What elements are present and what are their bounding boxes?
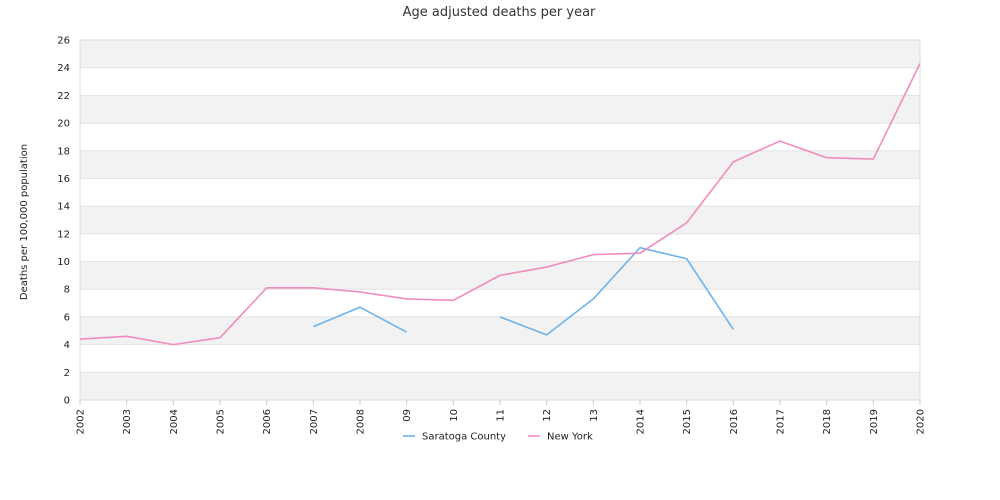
x-tick-label: 12 [542,409,553,422]
grid-band [80,40,920,68]
x-tick-label: 2008 [356,409,367,434]
x-tick-label: 2005 [216,409,227,434]
x-tick-label: 2019 [869,409,880,434]
series-2 [79,63,921,346]
legend-label: New York [547,432,593,443]
grid-band [80,95,920,124]
legend: Saratoga County New York [403,432,593,443]
x-tick-label: 2015 [682,409,693,434]
x-tick-label: 2018 [822,409,833,434]
grid-band [80,206,920,234]
y-tick-label: 0 [64,396,70,407]
y-tick-label: 2 [64,368,70,379]
x-tick-label: 13 [589,409,600,422]
x-tick-label: 2004 [169,409,180,434]
x-tick-label: 2016 [729,409,740,434]
y-tick-label: 20 [57,119,70,130]
x-tick-label: 10 [449,409,460,422]
x-axis-ticks: 2002 2003 2004 2005 2006 2007 2008 09 10 11 12 13 20… [76,400,927,434]
series-line [313,306,408,333]
y-tick-label: 16 [57,174,70,185]
grid-bands [80,40,920,400]
x-tick-label: 2002 [76,409,87,434]
series-line [79,63,921,346]
grid-band [80,372,920,400]
series-line [499,246,735,336]
series-1 [313,246,735,336]
x-tick-label: 2006 [262,409,273,434]
x-tick-label: 09 [402,409,413,422]
x-tick-label: 2003 [122,409,133,434]
grid-lines [80,39,920,401]
x-tick-label: 11 [496,409,507,422]
grid-band [80,316,920,345]
y-axis-label: Deaths per 100,000 population [19,144,30,300]
series-lines [79,63,921,346]
legend-label: Saratoga County [422,432,506,443]
x-tick-label: 2014 [636,409,647,434]
y-tick-label: 18 [57,146,70,157]
x-tick-label: 2017 [776,409,787,434]
y-tick-label: 12 [57,229,70,240]
y-tick-label: 10 [57,257,70,268]
y-tick-label: 6 [64,312,70,323]
y-tick-label: 24 [57,63,70,74]
y-tick-label: 26 [57,36,70,47]
grid-band [80,150,920,179]
chart-title: Age adjusted deaths per year [403,5,596,20]
x-tick-label: 2007 [309,409,320,434]
y-tick-label: 22 [57,91,70,102]
y-tick-label: 4 [64,340,70,351]
y-tick-label: 8 [64,285,70,296]
y-tick-label: 14 [57,202,70,213]
x-tick-label: 2020 [916,409,927,434]
